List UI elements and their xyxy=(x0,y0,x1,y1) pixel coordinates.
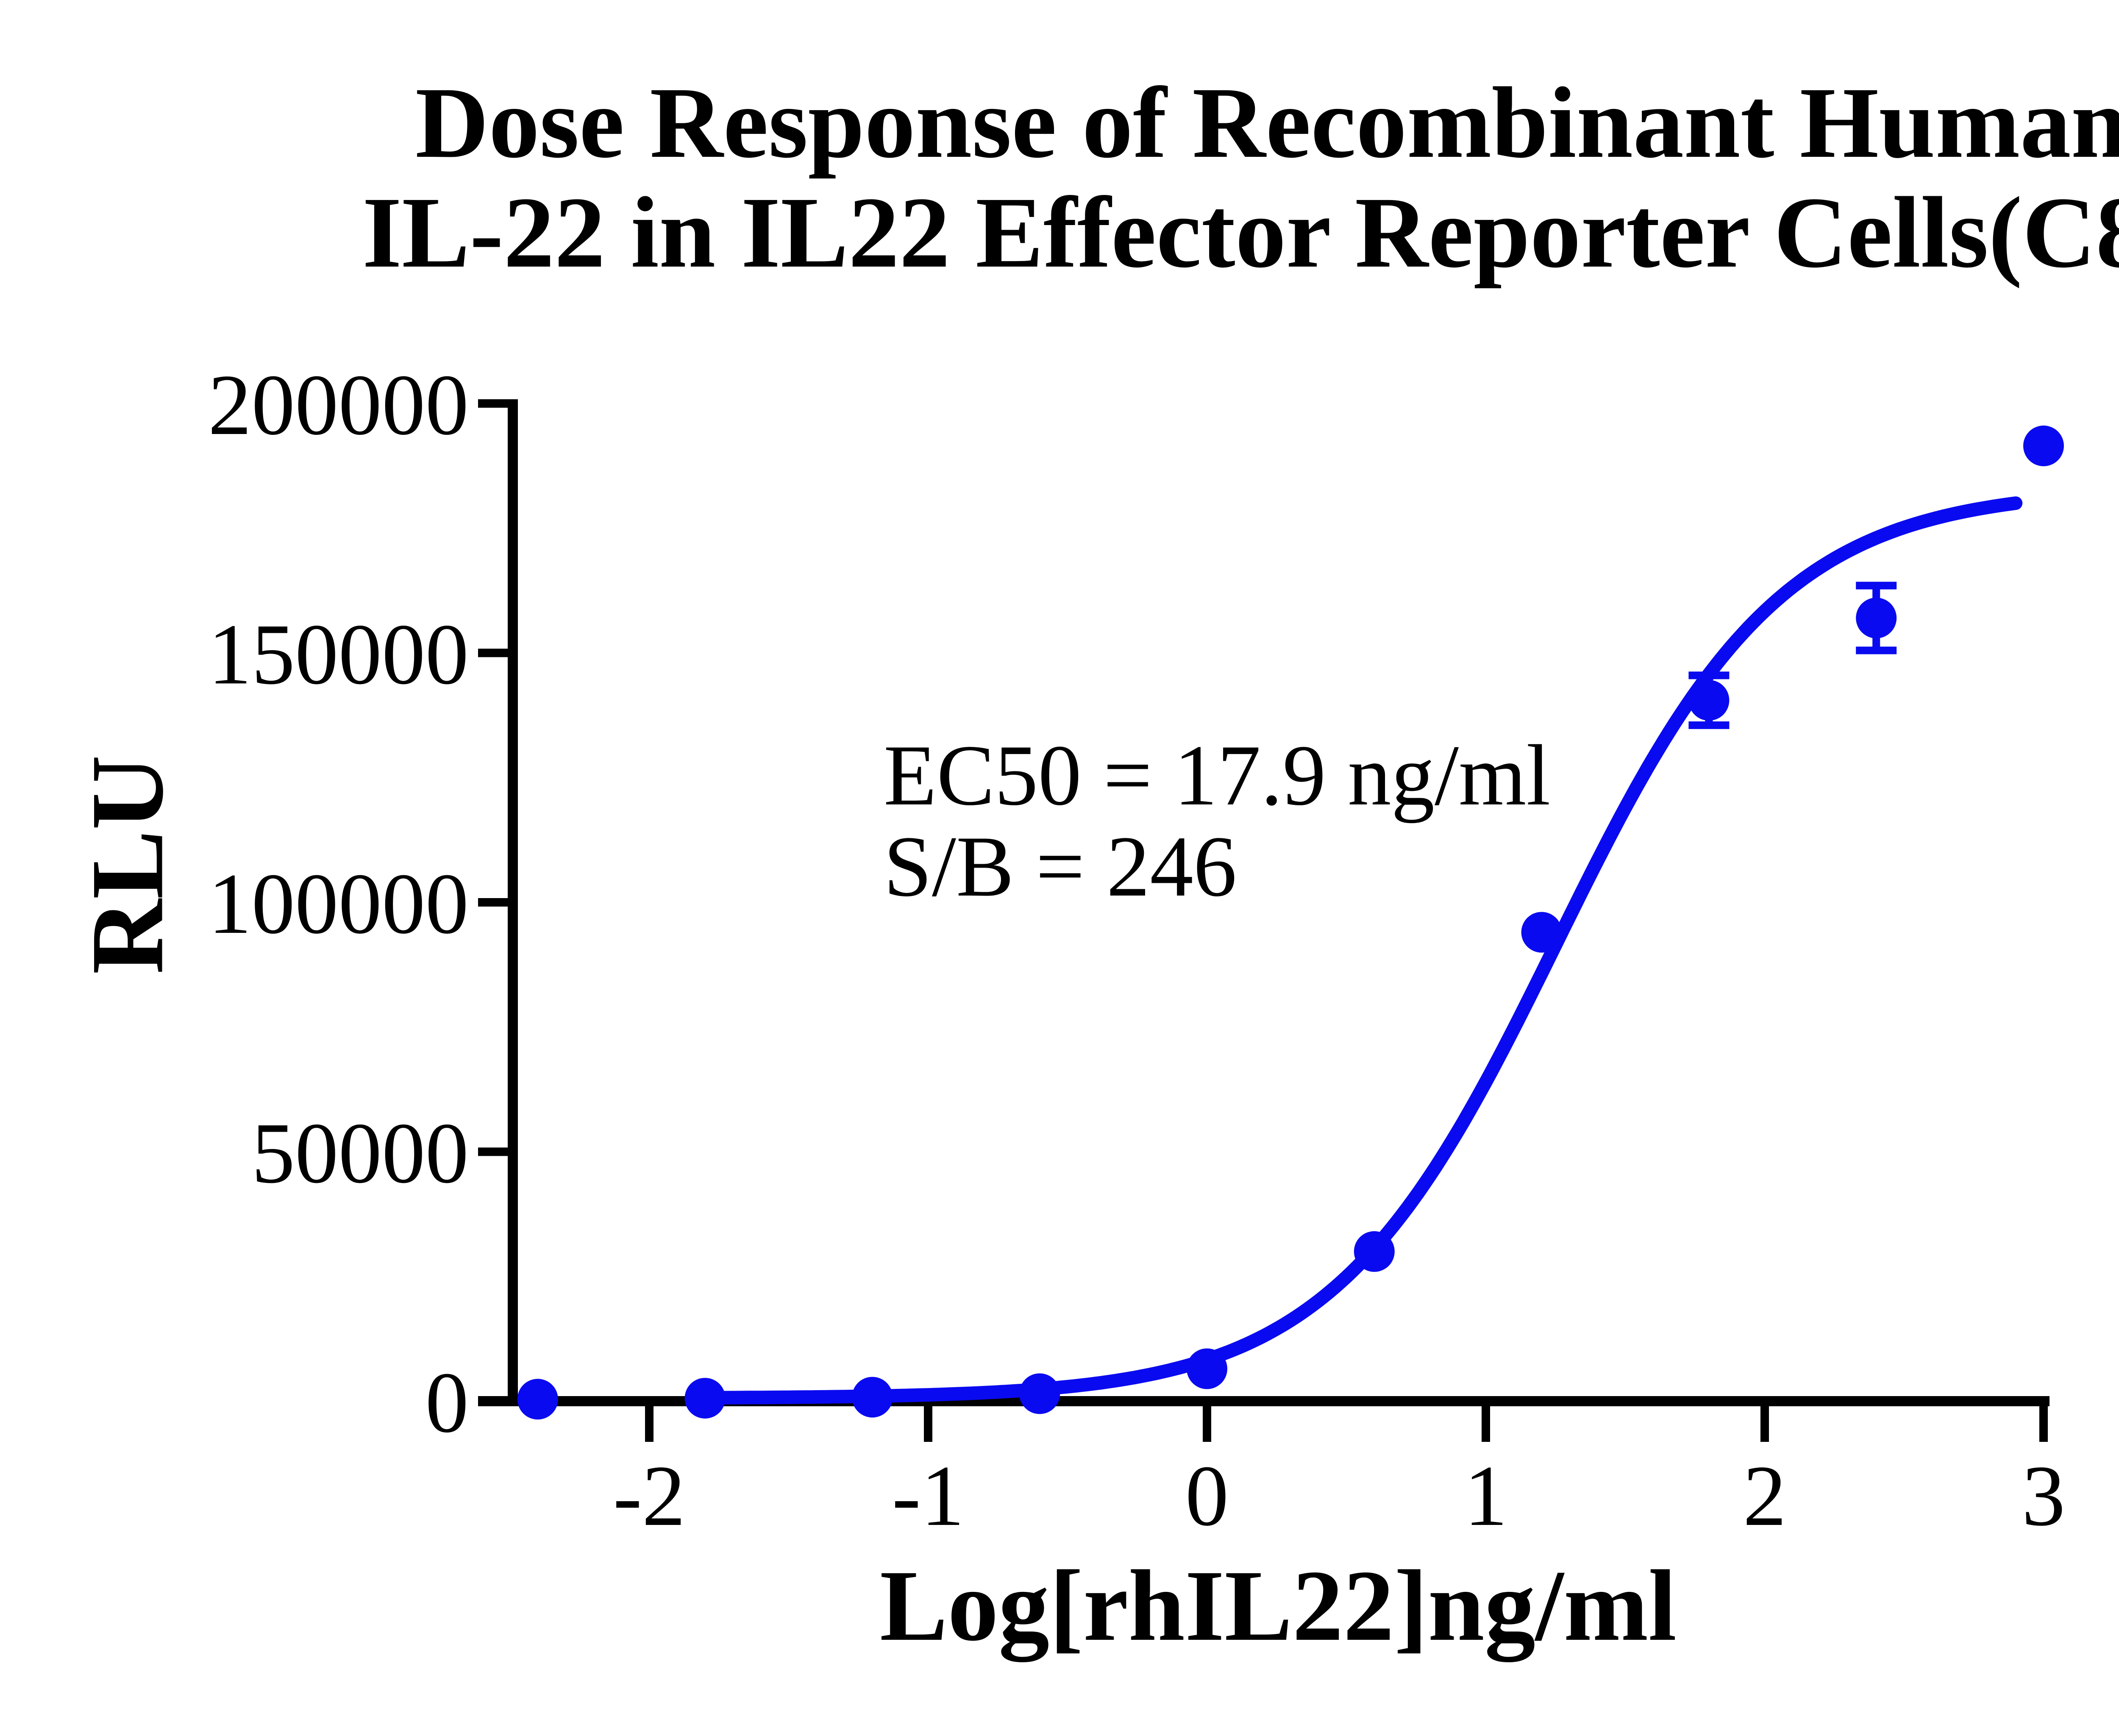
data-point xyxy=(1354,1231,1395,1272)
y-tick-label: 200000 xyxy=(208,357,469,453)
x-tick-label: 3 xyxy=(2022,1448,2066,1544)
y-tick-label: 0 xyxy=(425,1355,469,1451)
data-point xyxy=(1187,1348,1227,1389)
data-point xyxy=(852,1377,893,1418)
data-point xyxy=(1019,1373,1060,1414)
chart-title: Dose Response of Recombinant Human IL-22… xyxy=(292,66,2119,289)
chart-title-line1: Dose Response of Recombinant Human xyxy=(415,66,2119,179)
data-point xyxy=(1856,598,1897,639)
y-tick-label: 100000 xyxy=(208,856,469,952)
x-tick-label: 2 xyxy=(1743,1448,1787,1544)
x-tick-label: 0 xyxy=(1185,1448,1229,1544)
data-point xyxy=(684,1377,726,1419)
y-tick-label: 150000 xyxy=(208,606,469,703)
data-point xyxy=(2023,426,2064,467)
fit-annotation: EC50 = 17.9 ng/ml S/B = 246 xyxy=(884,730,1550,913)
x-tick-label: -1 xyxy=(892,1448,965,1544)
x-tick-label: -2 xyxy=(613,1448,686,1544)
signal-to-background-value: S/B = 246 xyxy=(884,818,1237,915)
data-point xyxy=(1688,680,1730,721)
ec50-value: EC50 = 17.9 ng/ml xyxy=(884,727,1551,823)
y-axis-label: RLU xyxy=(70,755,185,974)
y-tick-label: 50000 xyxy=(252,1105,469,1202)
x-tick-label: 1 xyxy=(1464,1448,1508,1544)
chart-title-line2: IL-22 in IL22 Effector Reporter Cells(C8… xyxy=(362,176,2119,289)
x-axis-label: Log[rhIL22]ng/ml xyxy=(879,1549,1677,1662)
data-point xyxy=(517,1379,558,1420)
data-point xyxy=(1521,912,1562,953)
